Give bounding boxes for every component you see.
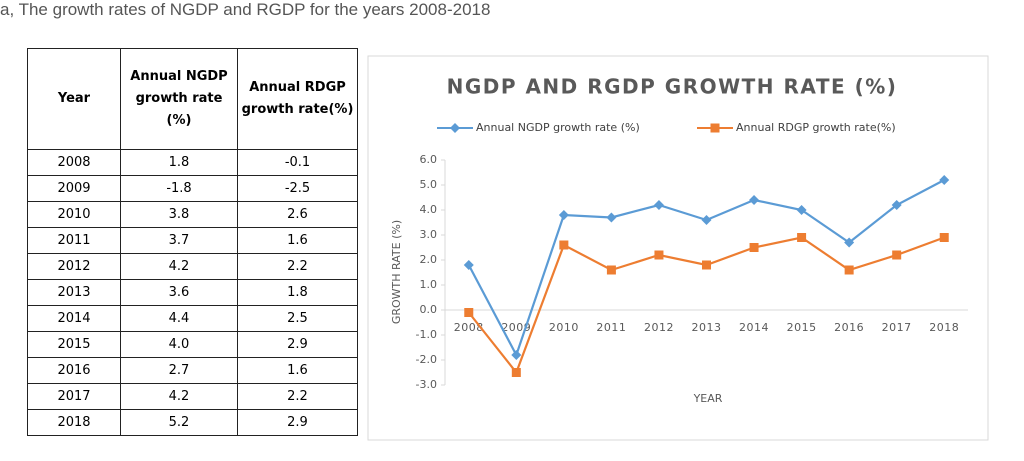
table-cell: 2010: [27, 201, 121, 228]
table-cell: 5.2: [120, 409, 238, 436]
x-tick-label: 2017: [882, 321, 912, 334]
table-row: 2014 4.4 2.5: [27, 305, 358, 332]
marker: [939, 175, 950, 185]
table-cell: -2.5: [237, 175, 358, 202]
marker: [702, 260, 711, 270]
table-row: 2010 3.8 2.6: [27, 201, 358, 228]
table-row: 2008 1.8 -0.1: [27, 149, 358, 176]
table-cell: 4.0: [120, 331, 238, 358]
x-axis-label: YEAR: [693, 392, 723, 405]
data-table: Year Annual NGDP growth rate (%) Annual RD…: [27, 48, 358, 436]
x-tick-label: 2015: [787, 321, 817, 334]
x-tick-label: 2018: [929, 321, 959, 334]
marker: [450, 123, 460, 133]
marker: [891, 200, 902, 210]
table-cell: 2.6: [237, 201, 358, 228]
y-tick-label: -3.0: [416, 378, 437, 391]
table-cell: 1.8: [237, 279, 358, 306]
table-cell: 2014: [27, 305, 121, 332]
table-cell: 3.7: [120, 227, 238, 254]
y-tick-label: 6.0: [420, 153, 438, 166]
marker: [511, 368, 521, 377]
y-tick-label: 3.0: [420, 228, 438, 241]
marker: [796, 205, 807, 215]
table-row: 2009 -1.8 -2.5: [27, 175, 358, 202]
marker: [701, 215, 712, 225]
table-cell: 4.4: [120, 305, 238, 332]
series-line: [467, 236, 945, 375]
table-cell: 2013: [27, 279, 121, 306]
marker: [654, 250, 664, 260]
table-row: 2011 3.7 1.6: [27, 227, 358, 254]
chart-frame: [367, 55, 989, 441]
marker: [749, 195, 760, 205]
x-tick-label: 2008: [454, 321, 484, 334]
marker: [749, 243, 759, 252]
y-tick-label: -1.0: [416, 328, 437, 341]
legend-label: Annual RDGP growth rate(%): [736, 121, 896, 134]
chart-title: NGDP AND RGDP GROWTH RATE (%): [447, 75, 898, 99]
marker: [558, 210, 569, 220]
marker: [606, 265, 616, 275]
y-tick-label: -2.0: [416, 353, 437, 366]
header-row: Year Annual NGDP growth rate (%) Annual RD…: [27, 48, 358, 150]
table-cell: 3.8: [120, 201, 238, 228]
marker: [710, 123, 720, 133]
y-tick-label: 0.0: [420, 303, 438, 316]
table-cell: 2.9: [237, 331, 358, 358]
table-cell: 2008: [27, 149, 121, 176]
marker: [463, 260, 474, 270]
marker: [939, 233, 949, 242]
table-cell: -0.1: [237, 149, 358, 176]
table-cell: 2.5: [237, 305, 358, 332]
table-body: 2008 1.8 -0.1 2009 -1.8 -2.5 2010 3.8 2.6 2011 3.7…: [27, 149, 358, 436]
x-tick-label: 2014: [739, 321, 769, 334]
x-tick-label: 2011: [596, 321, 626, 334]
x-tick-label: 2013: [692, 321, 722, 334]
header-cell: Annual NGDP growth rate (%): [120, 48, 238, 150]
table-cell: 2.9: [237, 409, 358, 436]
table-cell: 1.8: [120, 149, 238, 176]
table-cell: 2018: [27, 409, 121, 436]
marker: [892, 250, 902, 260]
table-row: 2018 5.2 2.9: [27, 409, 358, 436]
marker: [559, 240, 569, 250]
legend-label: Annual NGDP growth rate (%): [476, 121, 640, 134]
x-tick-label: 2016: [834, 321, 864, 334]
marker: [844, 237, 855, 248]
marker: [464, 308, 474, 317]
y-tick-label: 5.0: [420, 178, 438, 191]
table-cell: 1.6: [237, 357, 358, 384]
table-cell: 2011: [27, 227, 121, 254]
table-cell: 4.2: [120, 383, 238, 410]
marker: [653, 200, 664, 210]
table-cell: 1.6: [237, 227, 358, 254]
marker: [511, 350, 522, 360]
header-cell: Annual RDGP growth rate(%): [237, 48, 358, 150]
y-tick-label: 4.0: [420, 203, 438, 216]
table-row: 2013 3.6 1.8: [27, 279, 358, 306]
marker: [797, 233, 807, 242]
y-tick-label: 2.0: [420, 253, 438, 266]
caption: a, The growth rates of NGDP and RGDP for…: [0, 0, 491, 19]
marker: [844, 265, 854, 275]
y-axis-label: GROWTH RATE (%): [390, 220, 403, 324]
header-cell: Year: [27, 48, 121, 150]
x-tick-label: 2010: [549, 321, 579, 334]
y-tick-label: 1.0: [420, 278, 438, 291]
table-row: 2015 4.0 2.9: [27, 331, 358, 358]
table-cell: 2009: [27, 175, 121, 202]
x-tick-label: 2012: [644, 321, 674, 334]
marker: [606, 212, 617, 223]
